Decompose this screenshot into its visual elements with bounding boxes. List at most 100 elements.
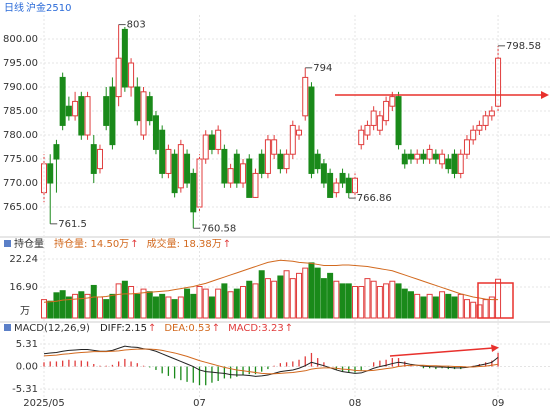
candle-body [59,76,66,126]
candle-body [128,62,135,88]
low-annotation: 761.5 [58,219,87,230]
volume-bar [432,296,439,319]
candle-body [152,115,159,150]
volume-bar [208,296,215,319]
volume-bar [383,283,390,319]
volume-bar [252,283,259,319]
y-tick-label: 22.24 [9,254,38,265]
volume-bar [333,280,340,319]
candle-body [277,153,284,170]
candle-body [383,100,390,122]
volume-bar [426,293,433,319]
legend-icon [4,240,11,247]
y-tick-label: 785.00 [3,106,38,117]
legend-arrow: ↑ [148,323,156,334]
y-tick-label: 0.00 [16,362,38,373]
candle-body [339,172,346,184]
y-tick-label: 800.00 [3,34,38,45]
volume-bar [277,275,284,319]
volume-bar [115,283,122,319]
candle-body [159,129,166,174]
candle-body [221,148,228,184]
candle-body [103,96,110,126]
candle-body [90,144,97,174]
unit-label: 万 [20,306,30,317]
annotations: 761.5 803 760.58 794 766.86 798.58 [50,20,541,234]
high-annotation: 794 [313,63,332,74]
candle-body [134,86,141,122]
candle-body [445,158,452,170]
volume-bar [146,291,153,319]
volume-bar [159,293,166,319]
volume-bar [152,296,159,319]
volume-bar [221,283,228,319]
candle-body [370,110,377,126]
candle-body [289,124,296,155]
candle-body [439,153,446,165]
y-tick-label: 770.00 [3,178,38,189]
volume-bar [258,270,265,319]
candle-body [115,57,122,98]
candle-body [283,153,290,170]
candle-body [208,134,215,150]
volume-bar [190,293,197,319]
y-tick-label: 16.90 [9,282,38,293]
volume-bar [72,293,79,319]
volume-bar [78,291,85,319]
candle-body [457,153,464,174]
candle-body [190,172,197,213]
volume-bar [470,301,477,319]
volume-bar [140,288,147,319]
volume-bar [202,288,209,319]
volume-bar [289,278,296,319]
volume-bar [59,290,66,319]
candle-body [78,96,85,136]
candle-body [53,144,60,160]
candle-body [47,163,54,184]
volume-bar [376,285,383,319]
volume-bar [314,267,321,319]
volume-bar [414,293,421,319]
legend-entry: DEA:0.53 [164,323,210,334]
arrow-head [541,91,549,99]
candle-body [407,153,414,160]
candle-body [264,139,271,174]
volume-bar [302,267,309,319]
candle-body [165,148,172,174]
volume-bar [47,300,54,319]
volume-bar [345,283,352,319]
candle-body [482,115,489,126]
legend-arrow: ↑ [212,323,220,334]
open-interest-line [43,259,499,303]
candle-body [258,153,265,174]
candle-body [121,28,128,88]
x-tick-label: 09 [492,398,505,409]
candle-body [252,172,259,198]
legend-icon [4,324,11,331]
volume-bar [177,296,184,319]
x-tick-label: 07 [193,398,206,409]
y-tick-label: 790.00 [3,82,38,93]
candle-body [451,153,458,174]
volume-bar [41,299,47,319]
candle-body [109,86,116,146]
volume-bar [184,288,191,319]
candle-body [65,105,72,117]
volume-bar [488,296,495,319]
candle-body [215,129,222,150]
y-tick-label: 775.00 [3,154,38,165]
volume-bar [165,296,172,319]
volume-bar [171,299,178,319]
candle-body [327,172,334,198]
volume-bar [389,280,396,319]
candle-body [389,96,396,107]
candle-body [358,129,365,146]
candle-body [364,124,371,136]
legend-arrow: ↑ [223,239,231,250]
volume-bar [296,272,303,319]
volume-bar [439,291,446,319]
candle-body [302,76,309,117]
volume-bar [283,270,290,319]
candle-body [227,168,234,184]
low-annotation: 766.86 [357,193,392,204]
